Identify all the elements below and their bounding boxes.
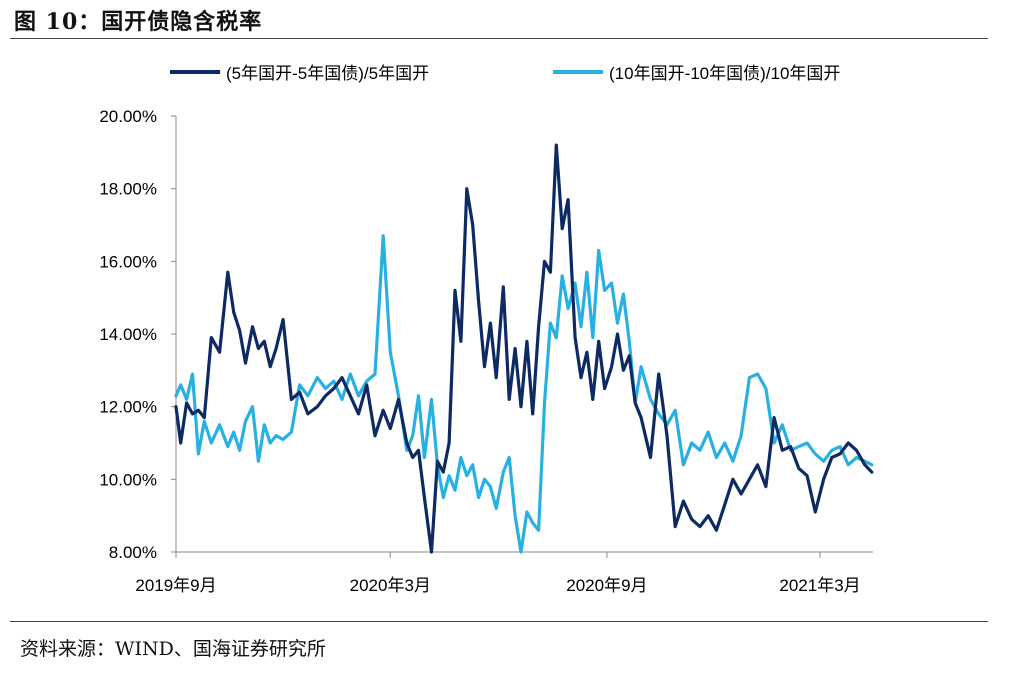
figure-title: 图 10：国开债隐含税率 — [14, 9, 263, 35]
y-tick-label: 20.00% — [99, 107, 157, 126]
x-tick-label: 2020年9月 — [566, 576, 647, 595]
y-tick-labels: 8.00% 10.00% 12.00% 14.00% 16.00% 18.00% 20.00… — [99, 107, 176, 562]
x-tick-label: 2021年3月 — [779, 576, 860, 595]
x-tick-label: 2020年3月 — [350, 576, 431, 595]
x-tick-labels: 2019年9月 2020年3月 2020年9月 2021年3月 — [135, 552, 861, 595]
y-tick-label: 14.00% — [99, 325, 157, 344]
title-rule — [10, 38, 988, 39]
legend-label-series-1: (10年国开-10年国债)/10年国开 — [609, 64, 840, 83]
source-rule — [10, 621, 988, 622]
y-tick-label: 16.00% — [99, 252, 157, 271]
x-tick-label: 2019年9月 — [135, 576, 216, 595]
y-tick-label: 8.00% — [109, 543, 157, 562]
chart-series — [174, 143, 874, 554]
legend-label-series-0: (5年国开-5年国债)/5年国开 — [226, 64, 429, 83]
series-line-0 — [174, 143, 874, 554]
y-tick-label: 12.00% — [99, 398, 157, 417]
chart-legend: (5年国开-5年国债)/5年国开 (10年国开-10年国债)/10年国开 — [170, 64, 840, 83]
y-tick-label: 18.00% — [99, 180, 157, 199]
y-tick-label: 10.00% — [99, 470, 157, 489]
source-note: 资料来源：WIND、国海证券研究所 — [20, 638, 326, 660]
series-line-1 — [174, 234, 874, 554]
